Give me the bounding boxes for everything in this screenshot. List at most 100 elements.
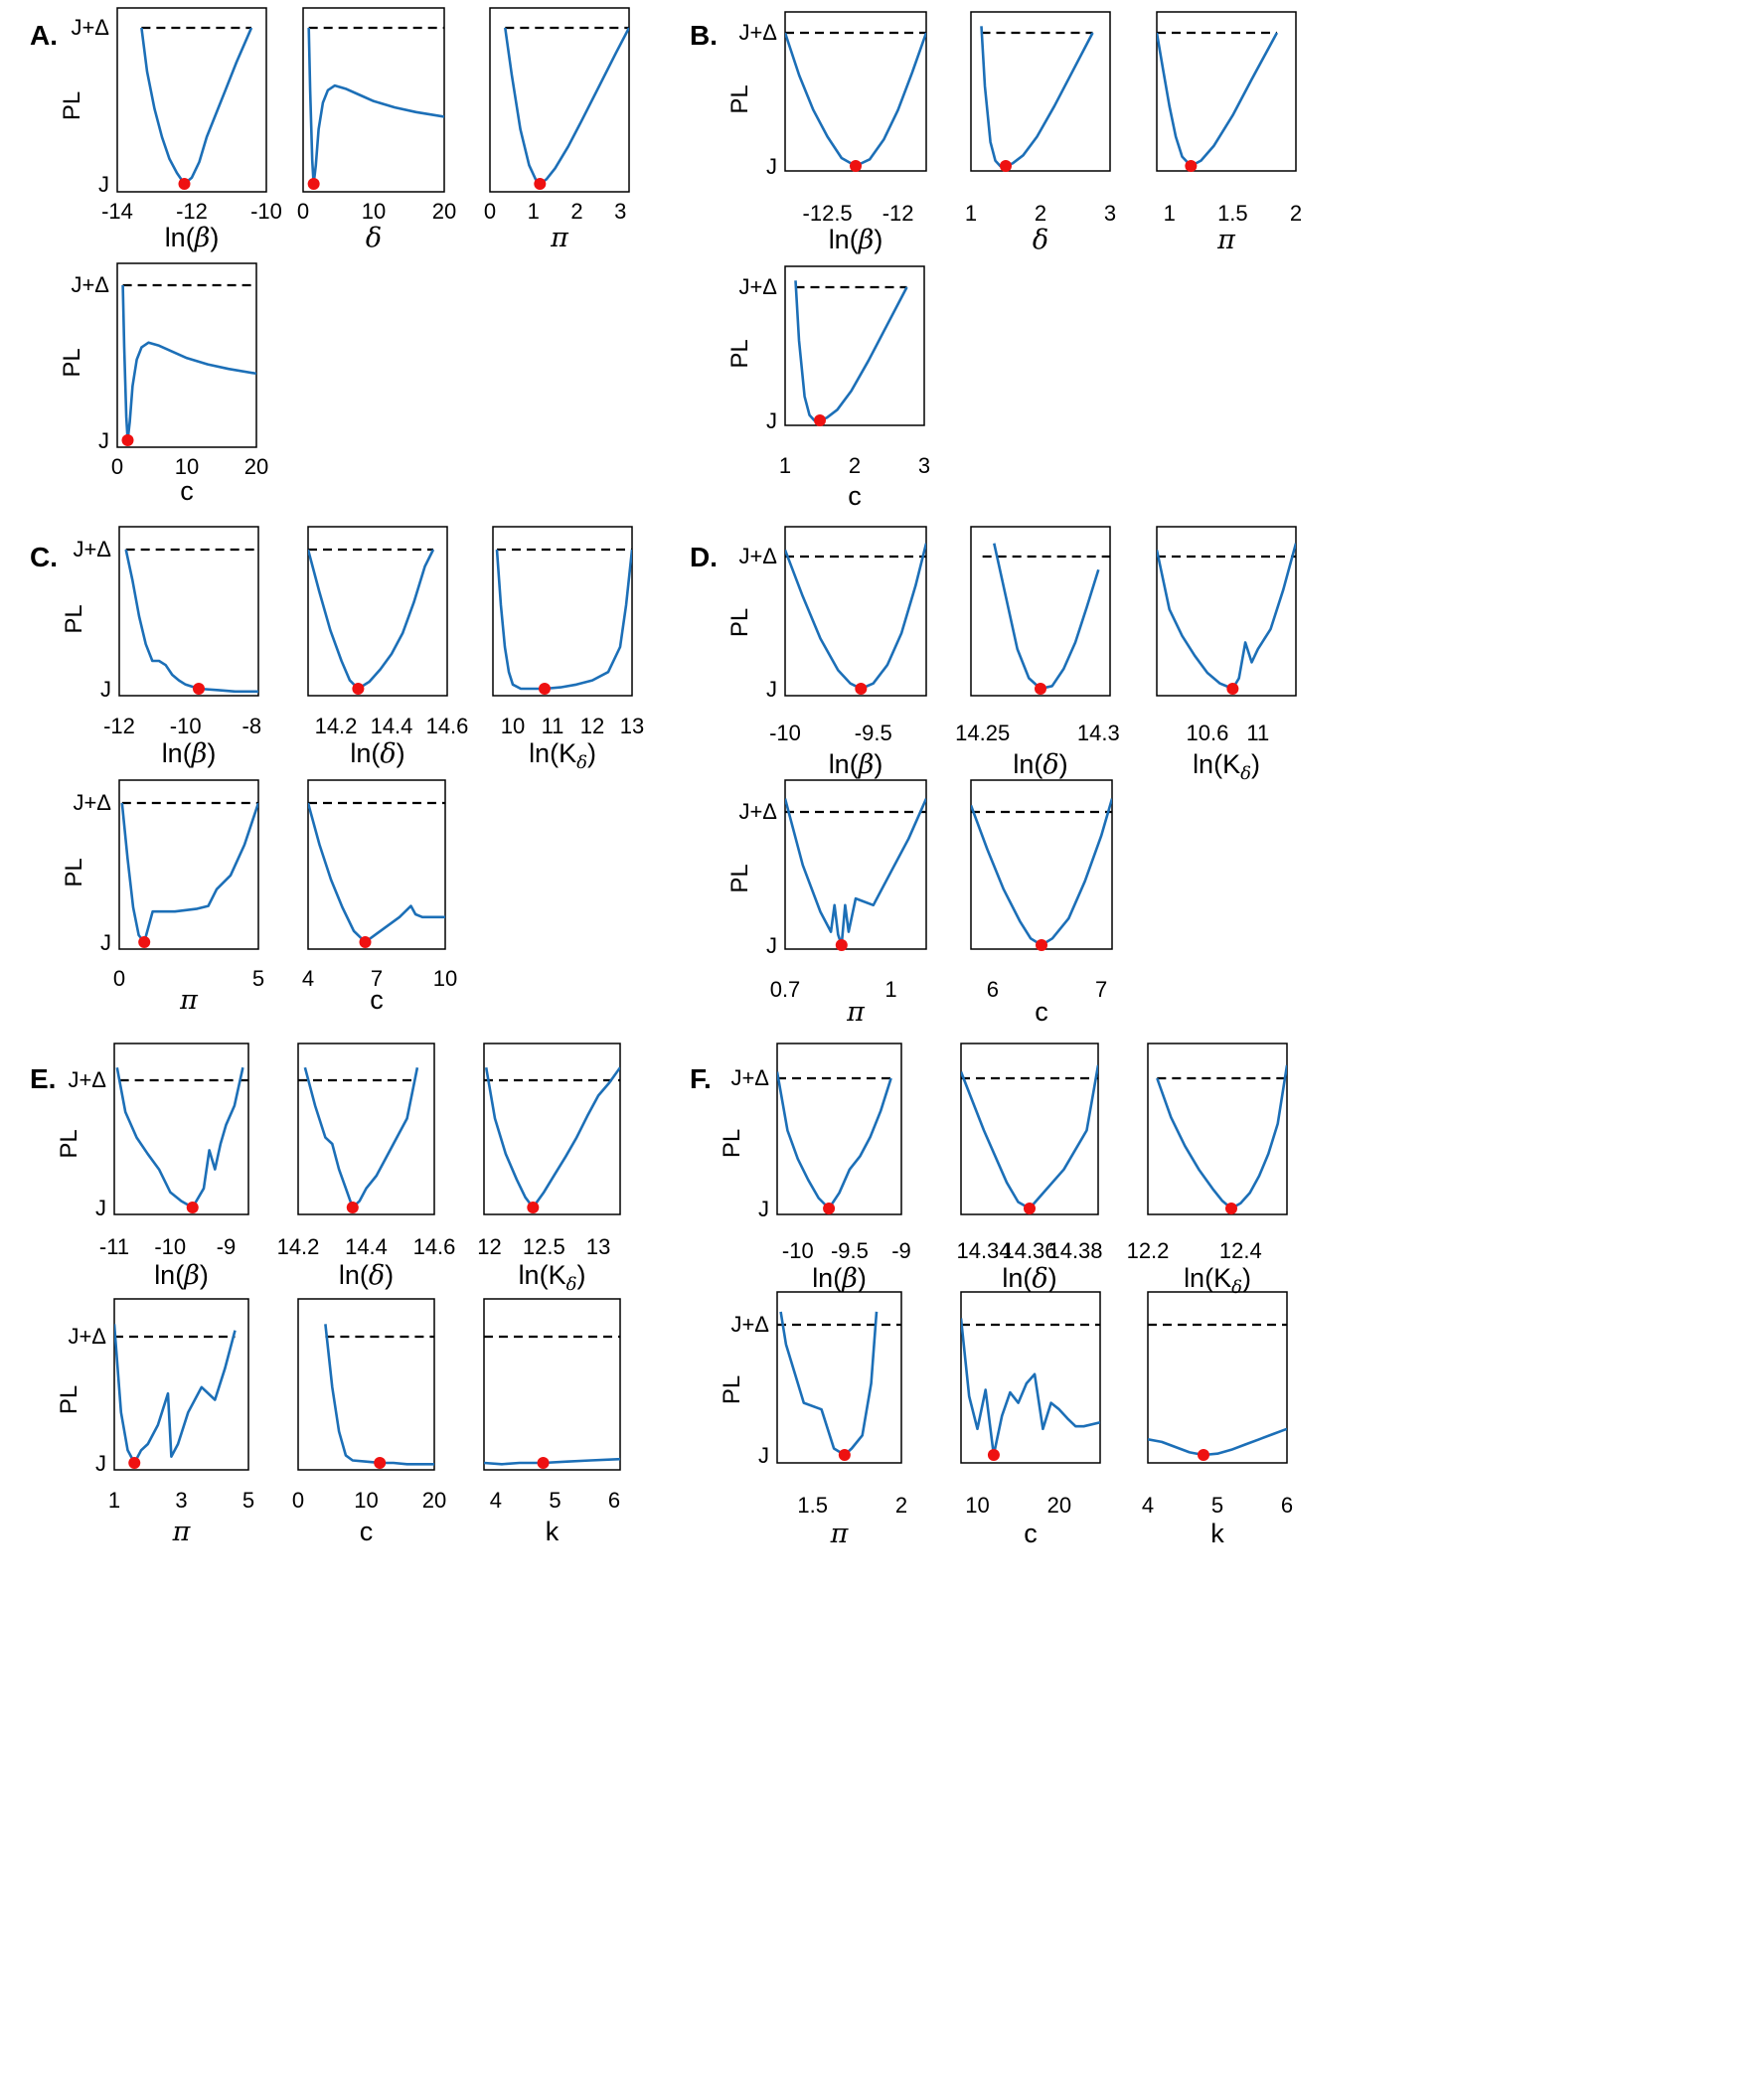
y-axis-label: PL — [719, 1375, 745, 1404]
x-tick-label: 1.5 — [1217, 201, 1248, 226]
x-tick-label: -10 — [250, 199, 282, 224]
axes-frame — [118, 526, 259, 697]
x-tick-label: 13 — [620, 714, 644, 738]
x-tick-label: 12.5 — [523, 1234, 565, 1259]
subplot-2: 0 10 20 δ — [297, 7, 456, 253]
profile-likelihood-curve — [303, 1066, 419, 1209]
profile-likelihood-curve — [1148, 1427, 1287, 1457]
x-tick-label: 12.2 — [1127, 1238, 1170, 1263]
x-tick-label: 0 — [297, 199, 309, 224]
x-tick-label: 10 — [501, 714, 525, 738]
x-tick-label: -14 — [101, 199, 133, 224]
x-tick-label: 10 — [362, 199, 386, 224]
axes-frame — [483, 1043, 621, 1215]
y-tick-label-top: J+Δ — [738, 799, 777, 824]
x-tick-label: 10 — [175, 454, 199, 479]
profile-likelihood-curve — [785, 543, 926, 691]
y-tick-label-top: J+Δ — [71, 15, 109, 40]
optimum-marker — [374, 1457, 387, 1469]
y-tick-label-top: J+Δ — [738, 544, 777, 568]
subplot-30: 4 5 6 k — [1142, 1291, 1293, 1548]
x-axis-label: δ — [1033, 225, 1048, 255]
x-tick-label: 14.6 — [413, 1234, 456, 1259]
optimum-marker — [128, 1457, 141, 1469]
optimum-marker — [539, 683, 551, 695]
x-tick-label: 10 — [965, 1493, 989, 1518]
profile-likelihood-curve — [504, 27, 629, 186]
panel-label-a: A. — [30, 20, 58, 51]
subplot-13: 4 7 10 c — [302, 779, 457, 1015]
axes-frame — [113, 1298, 249, 1471]
subplot-7: 1 1.5 2 π — [1156, 11, 1302, 255]
optimum-marker — [352, 683, 365, 695]
optimum-marker — [346, 1202, 359, 1213]
x-tick-label: 7 — [371, 966, 383, 991]
panel-label-d: D. — [690, 542, 718, 572]
x-axis-label: ln(Kδ) — [529, 738, 596, 773]
x-tick-label: 2 — [895, 1493, 907, 1518]
optimum-marker — [1036, 939, 1047, 951]
y-axis-label: PL — [726, 864, 753, 892]
subplot-1: -14 -12 -10 ln(β) J+Δ J PL — [59, 7, 282, 253]
y-tick-label-bottom: J — [98, 428, 109, 453]
profile-likelihood-curve — [993, 543, 1100, 691]
x-axis-label: π — [550, 223, 569, 253]
profile-likelihood-curve — [971, 798, 1112, 947]
optimum-marker — [823, 1203, 836, 1214]
x-axis-label: π — [1216, 225, 1236, 255]
optimum-marker — [138, 936, 151, 948]
x-axis-label: c — [1035, 997, 1048, 1027]
subplot-18: 6 7 c — [970, 779, 1113, 1027]
x-tick-label: -9 — [891, 1238, 911, 1263]
subplot-9: -12 -10 -8 ln(β) J+Δ J PL — [61, 526, 261, 769]
x-tick-label: -12 — [176, 199, 208, 224]
optimum-marker — [121, 434, 134, 446]
axes-frame — [960, 1043, 1099, 1215]
x-tick-label: 6 — [608, 1488, 620, 1513]
x-tick-label: 1 — [1164, 201, 1176, 226]
x-tick-label: 10 — [433, 966, 457, 991]
y-tick-label-top: J+Δ — [730, 1065, 769, 1090]
profile-likelihood-curve — [324, 1324, 434, 1466]
subplot-8: 1 2 3 c J+Δ J PL — [726, 265, 930, 511]
y-tick-label-top: J+Δ — [738, 20, 777, 45]
x-tick-label: 0.7 — [770, 977, 801, 1002]
subplot-14: -10 -9.5 ln(β) J+Δ J PL — [726, 526, 927, 780]
panel-label-f: F. — [690, 1063, 712, 1094]
y-tick-label-top: J+Δ — [68, 1324, 106, 1349]
x-tick-label: 20 — [422, 1488, 446, 1513]
y-axis-label: PL — [719, 1129, 745, 1158]
x-axis-label: ln(Kδ) — [519, 1260, 586, 1295]
axes-frame — [489, 7, 630, 193]
x-axis-label: ln(Kδ) — [1184, 1263, 1251, 1298]
x-tick-label: 11 — [1246, 721, 1269, 745]
axes-frame — [1156, 11, 1297, 172]
x-axis-label: ln(β) — [162, 738, 217, 769]
profile-likelihood-curve — [308, 549, 435, 691]
x-tick-label: 14.25 — [955, 721, 1010, 745]
x-tick-label: 14.4 — [345, 1234, 388, 1259]
axes-frame — [970, 526, 1111, 697]
x-tick-label: 6 — [1281, 1493, 1293, 1518]
x-axis-label: ln(β) — [829, 225, 883, 255]
y-axis-label: PL — [726, 84, 753, 113]
y-axis-label: PL — [726, 339, 753, 368]
x-tick-label: 14.3 — [1077, 721, 1120, 745]
x-axis-label: c — [848, 481, 862, 511]
axes-frame — [113, 1043, 249, 1215]
x-tick-label: 3 — [1104, 201, 1116, 226]
x-tick-label: -9.5 — [831, 1238, 869, 1263]
subplot-23: 0 10 20 c — [292, 1298, 446, 1546]
subplot-16: 10.6 11 ln(Kδ) — [1156, 526, 1297, 784]
optimum-marker — [835, 939, 848, 951]
x-tick-label: -10 — [769, 721, 801, 745]
x-tick-label: 4 — [302, 966, 314, 991]
axes-frame — [118, 779, 259, 950]
x-axis-label: π — [846, 997, 866, 1028]
y-tick-label-bottom: J — [100, 677, 111, 702]
profile-likelihood-curve — [785, 32, 926, 168]
axes-frame — [297, 1043, 435, 1215]
optimum-marker — [193, 683, 205, 695]
